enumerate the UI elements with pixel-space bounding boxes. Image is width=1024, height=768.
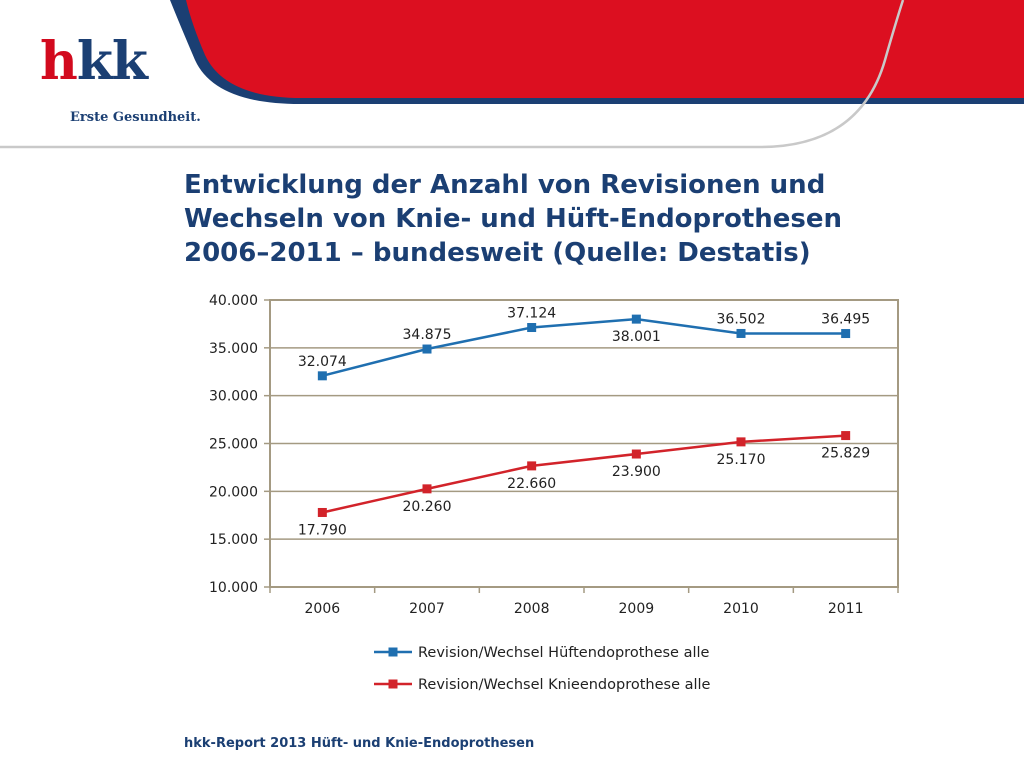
data-point (422, 344, 432, 354)
x-tick-label: 2007 (409, 601, 445, 617)
data-label: 25.829 (821, 446, 870, 462)
x-tick-label: 2010 (723, 601, 759, 617)
data-point (317, 507, 327, 517)
title-line-2: Wechseln von Knie- und Hüft-Endoprothese… (184, 204, 843, 234)
title-line-1: Entwicklung der Anzahl von Revisionen un… (184, 170, 826, 200)
data-label: 17.790 (298, 522, 347, 538)
data-label: 34.875 (403, 327, 452, 343)
data-point (841, 329, 851, 339)
footer-text: hkk-Report 2013 Hüft- und Knie-Endoproth… (184, 736, 535, 751)
legend-marker (388, 647, 398, 657)
x-tick-label: 2009 (619, 601, 655, 617)
legend-label: Revision/Wechsel Knieendoprothese alle (418, 677, 711, 693)
data-label: 36.502 (717, 311, 766, 327)
series-line (322, 317, 846, 378)
header-gray-curve (0, 0, 905, 149)
logo-wordmark: hkk (40, 31, 148, 92)
header-red-banner (186, 0, 1024, 98)
data-label: 25.170 (717, 452, 766, 468)
data-point (527, 323, 537, 333)
data-label: 32.074 (298, 354, 347, 370)
data-point (841, 431, 851, 441)
data-label: 37.124 (507, 306, 556, 322)
data-label: 22.660 (507, 476, 556, 492)
data-label: 38.001 (612, 329, 661, 345)
data-label: 20.260 (403, 499, 452, 515)
header-decoration (0, 0, 1024, 149)
title-line-3: 2006–2011 – bundesweit (Quelle: Destatis… (184, 238, 811, 268)
y-tick-label: 35.000 (209, 341, 258, 357)
data-point (317, 371, 327, 381)
y-tick-label: 10.000 (209, 580, 258, 596)
x-tick-label: 2008 (514, 601, 550, 617)
slide-title: Entwicklung der Anzahl von Revisionen un… (184, 168, 1004, 270)
y-tick-label: 40.000 (209, 293, 258, 309)
legend-marker (388, 679, 398, 689)
y-tick-label: 30.000 (209, 389, 258, 405)
data-point (736, 328, 746, 338)
data-label: 36.495 (821, 312, 870, 328)
legend-label: Revision/Wechsel Hüftendoprothese alle (418, 645, 710, 661)
x-tick-label: 2006 (305, 601, 341, 617)
hkk-logo: hkk Erste Gesundheit. (40, 31, 201, 136)
data-point (422, 484, 432, 494)
series-line (322, 434, 846, 514)
logo-tagline: Erste Gesundheit. (70, 110, 201, 125)
x-tick-label: 2011 (828, 601, 864, 617)
data-point (631, 314, 641, 324)
y-tick-label: 15.000 (209, 532, 258, 548)
data-point (527, 461, 537, 471)
data-point (736, 437, 746, 447)
y-tick-label: 20.000 (209, 484, 258, 500)
data-point (631, 449, 641, 459)
data-label: 23.900 (612, 464, 661, 480)
y-tick-label: 25.000 (209, 437, 258, 453)
